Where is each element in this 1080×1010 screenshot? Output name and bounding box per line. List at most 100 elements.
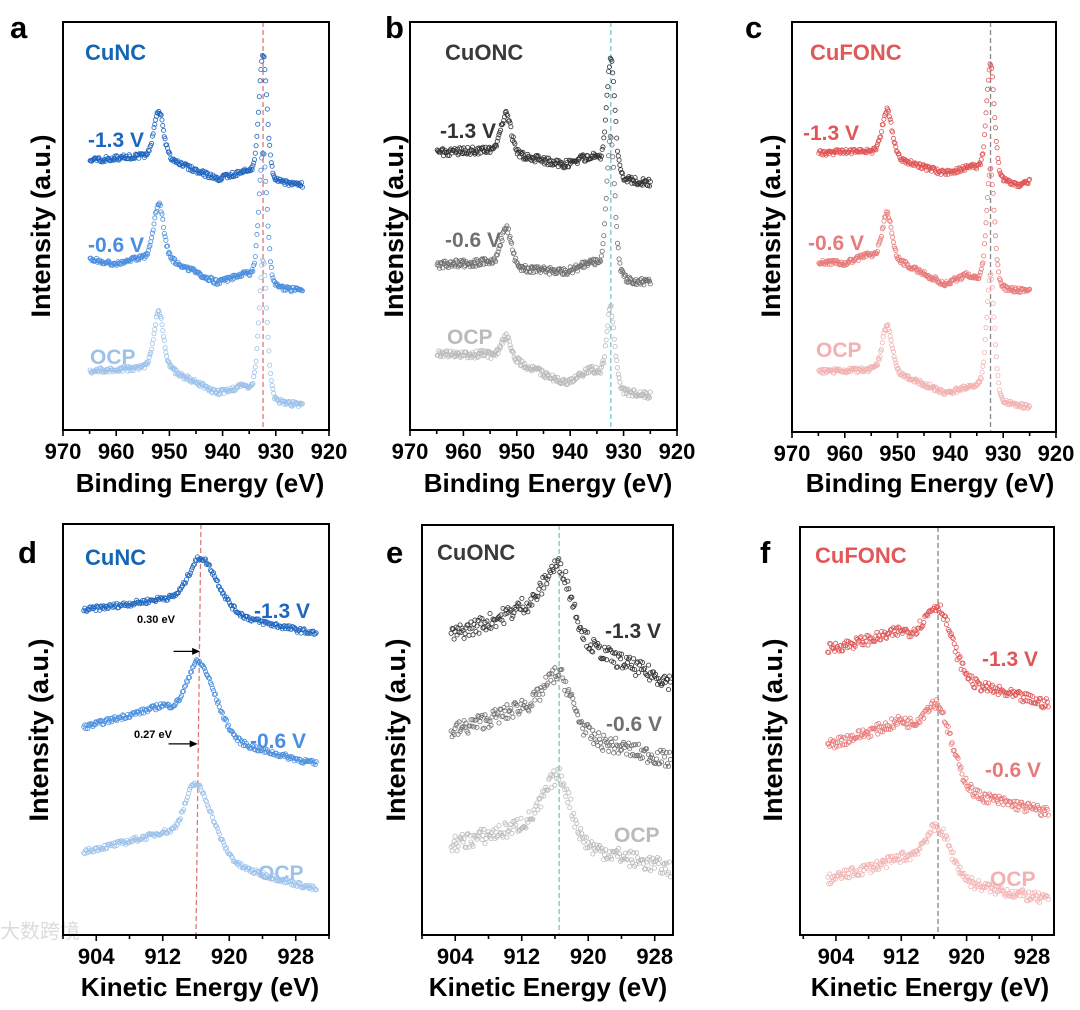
data-point [604,178,610,184]
data-point [879,129,885,135]
data-point [611,325,617,331]
data-point [538,804,544,810]
data-point [561,678,567,684]
data-point [114,601,120,607]
data-point [258,167,264,173]
data-point [104,366,110,372]
plot-frame [799,526,1055,936]
data-point [1037,812,1043,818]
chart-title: CuNC [85,545,146,570]
data-point [879,340,885,346]
data-point [182,580,188,586]
data-point [665,761,671,767]
data-point [186,787,192,793]
data-point [188,567,194,573]
data-point [997,170,1003,176]
data-point [894,253,900,259]
data-point [948,631,954,637]
data-point [209,685,215,691]
data-point [488,722,494,728]
data-point [575,712,581,718]
data-point [259,58,265,64]
data-point [667,859,673,865]
data-point [534,800,540,806]
data-point [271,175,277,181]
series-label: OCP [816,339,862,362]
data-point [105,606,111,612]
data-point [887,333,893,339]
data-point [493,714,499,720]
data-point [497,343,503,349]
data-point [838,642,844,648]
data-point [536,586,542,592]
data-point [623,177,629,183]
data-point [512,258,518,264]
data-point [263,190,269,196]
data-point [550,773,556,779]
data-point [947,169,953,175]
data-point [216,704,222,710]
data-point [558,561,564,567]
data-point [979,262,985,268]
data-point [996,269,1002,275]
plot-frame [421,524,674,936]
data-point [495,135,501,141]
data-point [994,366,1000,372]
data-point [255,209,261,215]
data-point [533,691,539,697]
series--0p6V [816,165,1033,295]
data-point [270,275,276,281]
data-point [263,92,269,98]
data-point [878,637,884,643]
data-point [615,240,621,246]
data-point [613,735,619,741]
data-point [545,576,551,582]
data-point [476,714,482,720]
x-tick-label: 928 [277,944,314,969]
data-point [893,144,899,150]
series-label: -0.6 V [445,229,501,252]
data-point [658,870,664,876]
data-point [989,682,995,688]
x-tick-label: 928 [636,944,673,969]
data-point [917,845,923,851]
data-point [631,850,637,856]
data-point [559,271,565,277]
data-point [505,715,511,721]
data-point [293,180,299,186]
data-point [879,862,885,868]
data-point [654,756,660,762]
data-point [181,684,187,690]
data-point [660,681,666,687]
data-point [625,659,631,665]
data-point [597,736,603,742]
data-point [649,675,655,681]
data-point [268,378,274,384]
data-point [956,655,962,661]
data-point [492,707,498,713]
data-point [270,386,276,392]
data-point [517,708,523,714]
data-point [582,158,588,164]
data-point [959,771,965,777]
data-point [581,637,587,643]
data-point [466,632,472,638]
data-point [471,724,477,730]
data-point [207,567,213,573]
data-point [160,216,166,222]
data-point [960,660,966,666]
data-point [980,797,986,803]
data-point [986,800,992,806]
data-point [889,342,895,348]
data-point [616,845,622,851]
data-point [508,345,514,351]
data-point [149,346,155,352]
data-point [255,121,261,127]
data-point [253,143,259,149]
data-point [876,866,882,872]
data-point [600,848,606,854]
data-point [892,140,898,146]
series--1p3V [87,52,305,190]
data-point [159,322,165,328]
data-point [998,688,1004,694]
